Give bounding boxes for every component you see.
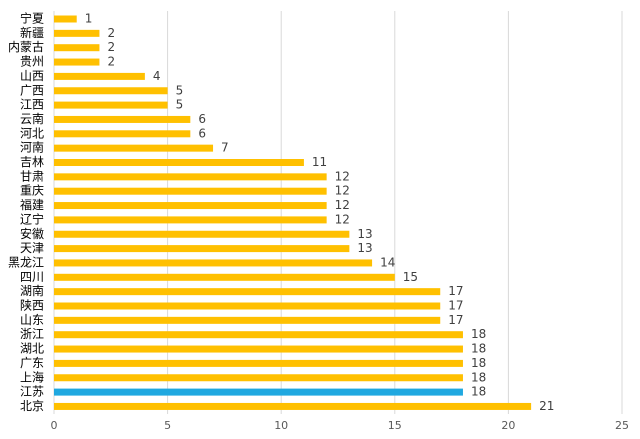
x-tick-label: 10 xyxy=(274,419,288,432)
x-tick-label: 5 xyxy=(164,419,171,432)
bar-25 xyxy=(54,359,463,367)
bar-20 xyxy=(54,288,441,296)
bar-12 xyxy=(54,173,327,181)
category-label: 河南 xyxy=(20,140,44,155)
category-label: 陕西 xyxy=(20,298,44,313)
value-label: 12 xyxy=(335,212,350,226)
category-label: 辽宁 xyxy=(20,211,44,226)
bar-8 xyxy=(54,115,191,123)
bar-26 xyxy=(54,374,463,382)
x-tick-label: 20 xyxy=(501,419,515,432)
category-label: 贵州 xyxy=(20,55,44,69)
category-label: 黑龙江 xyxy=(8,255,44,269)
bar-27 xyxy=(54,388,463,396)
category-label: 福建 xyxy=(20,197,44,212)
value-label: 6 xyxy=(198,126,206,140)
bar-6 xyxy=(54,87,168,95)
bar-5 xyxy=(54,72,145,80)
value-label: 17 xyxy=(448,313,463,327)
value-label: 5 xyxy=(176,98,184,112)
value-label: 12 xyxy=(335,184,350,198)
value-label: 18 xyxy=(471,327,486,341)
category-label: 宁夏 xyxy=(20,11,44,26)
bar-28 xyxy=(54,402,532,410)
category-label: 天津 xyxy=(20,241,44,255)
bar-18 xyxy=(54,259,373,267)
category-label: 北京 xyxy=(20,399,44,413)
value-label: 15 xyxy=(403,270,418,284)
value-label: 12 xyxy=(335,198,350,212)
value-label: 13 xyxy=(357,227,372,241)
bar-1 xyxy=(54,15,77,23)
x-tick-label: 0 xyxy=(51,419,58,432)
bar-13 xyxy=(54,187,327,195)
category-label: 河北 xyxy=(20,126,44,140)
value-label: 12 xyxy=(335,169,350,183)
x-axis-ticks: 0 5 10 15 20 25 xyxy=(51,419,630,432)
category-label: 新疆 xyxy=(20,25,44,40)
value-label: 18 xyxy=(471,356,486,370)
category-label: 广东 xyxy=(20,356,44,370)
category-label: 安徽 xyxy=(20,226,44,241)
bar-17 xyxy=(54,245,350,253)
bar-19 xyxy=(54,273,395,281)
value-label: 18 xyxy=(471,342,486,356)
value-label: 6 xyxy=(198,112,206,126)
category-label: 山西 xyxy=(20,69,44,83)
value-label: 14 xyxy=(380,255,395,269)
category-label: 甘肃 xyxy=(20,169,44,183)
bar-23 xyxy=(54,331,463,339)
value-label: 5 xyxy=(176,83,184,97)
value-label: 11 xyxy=(312,155,327,169)
bar-7 xyxy=(54,101,168,109)
category-label: 浙江 xyxy=(20,327,44,341)
bar-14 xyxy=(54,202,327,210)
category-label: 江西 xyxy=(20,98,44,112)
category-label: 湖南 xyxy=(20,283,44,298)
category-label: 吉林 xyxy=(20,155,44,169)
bar-16 xyxy=(54,230,350,238)
x-tick-label: 25 xyxy=(615,419,629,432)
value-label: 18 xyxy=(471,385,486,399)
bar-10 xyxy=(54,144,214,152)
x-tick-label: 15 xyxy=(388,419,402,432)
value-label: 17 xyxy=(448,299,463,313)
value-label: 2 xyxy=(107,26,115,40)
bars xyxy=(54,15,532,410)
value-label: 17 xyxy=(448,284,463,298)
category-label: 广西 xyxy=(20,83,44,97)
category-label: 上海 xyxy=(20,369,44,384)
category-label: 重庆 xyxy=(20,184,44,198)
bar-11 xyxy=(54,159,304,166)
bar-2 xyxy=(54,29,100,37)
bar-21 xyxy=(54,302,441,310)
bar-4 xyxy=(54,58,100,66)
bar-3 xyxy=(54,44,100,52)
category-label: 湖北 xyxy=(20,341,44,356)
value-label: 18 xyxy=(471,370,486,384)
category-label: 江苏 xyxy=(20,385,44,399)
value-labels: 1222455667111212121213131415171717181818… xyxy=(85,12,555,413)
category-label: 云南 xyxy=(20,111,44,126)
category-label: 内蒙古 xyxy=(8,39,44,54)
value-label: 2 xyxy=(107,40,115,54)
bar-9 xyxy=(54,130,191,138)
value-label: 1 xyxy=(85,12,93,26)
category-labels: 宁夏新疆内蒙古贵州山西广西江西云南河北河南吉林甘肃重庆福建辽宁安徽天津黑龙江四川… xyxy=(8,11,44,413)
bar-15 xyxy=(54,216,327,224)
category-label: 四川 xyxy=(20,270,44,284)
value-label: 4 xyxy=(153,69,161,83)
value-label: 2 xyxy=(107,55,115,69)
value-label: 7 xyxy=(221,141,229,155)
value-label: 21 xyxy=(539,399,554,413)
bar-24 xyxy=(54,345,463,353)
bar-22 xyxy=(54,316,441,324)
value-label: 13 xyxy=(357,241,372,255)
category-label: 山东 xyxy=(20,313,44,327)
